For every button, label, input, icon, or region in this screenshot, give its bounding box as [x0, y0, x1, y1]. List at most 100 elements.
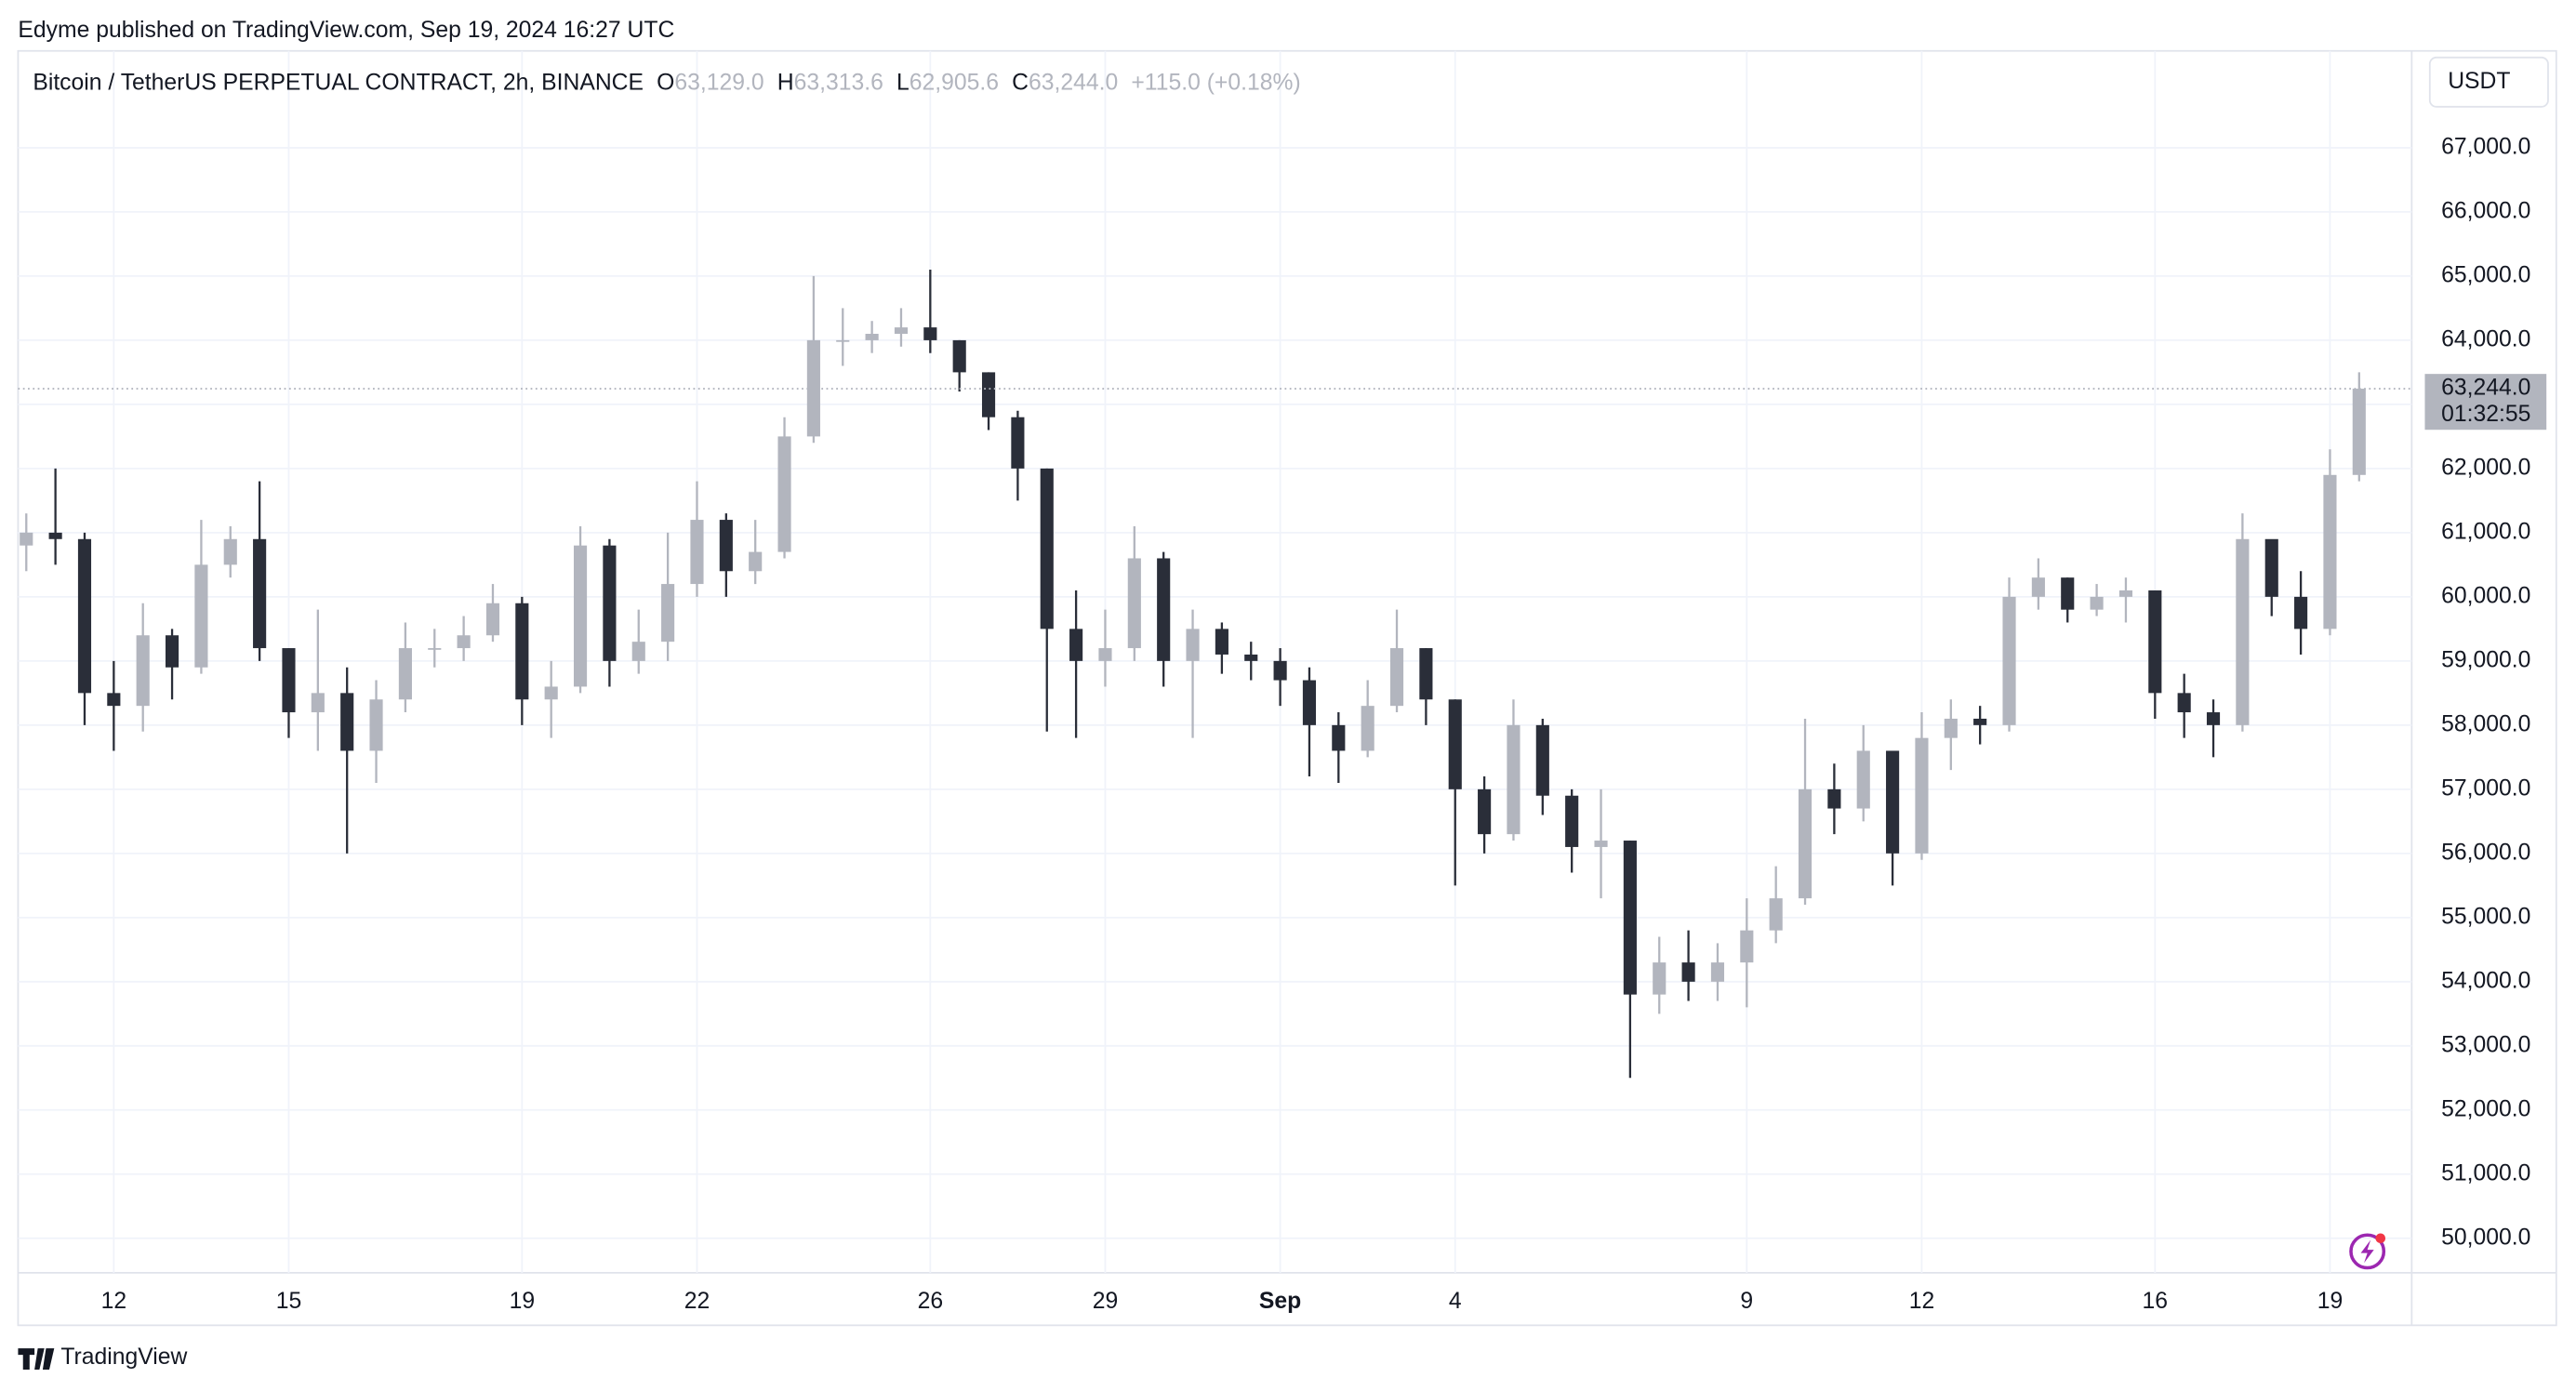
grid	[18, 50, 2412, 1273]
x-tick-label: 22	[684, 1289, 710, 1314]
candle-body	[923, 327, 937, 340]
candle-body	[165, 635, 179, 668]
candle-body	[398, 648, 412, 700]
last-price-label: 63,244.0	[2441, 376, 2530, 401]
logo	[18, 1348, 55, 1371]
candle-body	[1069, 629, 1083, 661]
x-tick-label: 12	[1909, 1289, 1935, 1314]
candle-body	[1740, 930, 1754, 963]
y-tick-label: 60,000.0	[2441, 583, 2530, 608]
candle-body	[1244, 654, 1258, 661]
legend-value: 62,905.6	[910, 71, 999, 96]
candle-body	[2206, 712, 2221, 725]
candle-body	[1507, 724, 1520, 835]
candle-body	[428, 648, 442, 650]
candle-body	[515, 603, 529, 700]
candle-body	[631, 642, 645, 661]
candle-body	[1886, 750, 1900, 854]
candle-body	[48, 532, 62, 539]
candle-body	[573, 545, 588, 687]
candle-body	[1215, 629, 1228, 655]
ohlc-legend: O 63,129.0 H 63,313.6 L 62,905.6 C 63,244.0 +115…	[657, 71, 1301, 96]
legend-key: O	[657, 71, 674, 96]
candle-body	[2061, 577, 2075, 610]
candle-body	[2323, 474, 2337, 629]
candle-body	[981, 372, 996, 417]
y-tick-label: 52,000.0	[2441, 1096, 2530, 1121]
candle-body	[836, 339, 850, 342]
candle-body	[107, 693, 121, 707]
currency[interactable]: USDT	[2448, 69, 2510, 94]
brand: TradingView	[60, 1345, 187, 1370]
legend-key: L	[896, 71, 910, 96]
candle-body	[1944, 718, 1958, 738]
candle-body	[2352, 389, 2366, 475]
candle-body	[1419, 648, 1433, 700]
candle-body	[1798, 788, 1812, 899]
candles	[20, 270, 2366, 1079]
candle-body	[1623, 841, 1637, 995]
x-tick-label: 12	[101, 1289, 127, 1314]
candle-body	[894, 327, 909, 335]
candle-body	[1011, 417, 1025, 469]
candle-body	[2118, 590, 2133, 597]
candle-body	[1389, 648, 1404, 707]
candle-body	[2294, 596, 2308, 629]
candle-body	[1594, 841, 1608, 847]
flash-icon[interactable]	[2349, 1233, 2386, 1270]
y-tick-label: 66,000.0	[2441, 198, 2530, 223]
x-tick-label: 19	[2317, 1289, 2344, 1314]
x-tick-label: 15	[276, 1289, 302, 1314]
candle-body	[77, 538, 92, 694]
publisher: Edyme published on TradingView.com, Sep …	[18, 18, 674, 43]
candle-body	[1856, 750, 1870, 809]
y-tick-label: 65,000.0	[2441, 262, 2530, 287]
candle-body	[485, 603, 500, 636]
candle-body	[1710, 962, 1725, 982]
candle-body	[2090, 596, 2104, 610]
candle-body	[1827, 788, 1841, 809]
legend-key: H	[777, 71, 794, 96]
candle-body	[1535, 724, 1549, 796]
y-tick-label: 55,000.0	[2441, 904, 2530, 929]
candle-body	[311, 693, 325, 713]
chart-title: Bitcoin / TetherUS PERPETUAL CONTRACT, 2…	[33, 71, 644, 96]
legend-change: +115.0 (+0.18%)	[1131, 71, 1300, 96]
y-tick-label: 51,000.0	[2441, 1160, 2530, 1186]
candle-body	[457, 635, 471, 649]
legend-value: 63,313.6	[794, 71, 883, 96]
candle-body	[2002, 596, 2016, 725]
currency-button[interactable]	[2428, 56, 2549, 108]
candle-body	[2236, 538, 2250, 725]
candle-body	[223, 538, 237, 565]
candle-body	[1157, 558, 1171, 661]
candle-body	[952, 339, 966, 373]
candle-body	[1127, 558, 1141, 649]
candle-body	[2177, 693, 2191, 713]
candle-body	[1186, 629, 1200, 661]
candle-body	[1332, 724, 1346, 751]
x-tick-label: 4	[1449, 1289, 1462, 1314]
y-tick-label: 62,000.0	[2441, 455, 2530, 480]
candle-body	[603, 545, 617, 661]
x-tick-label: 16	[2143, 1289, 2169, 1314]
candle-body	[806, 339, 820, 437]
candle-body	[1915, 737, 1929, 854]
candle-body	[253, 538, 267, 649]
x-tick-label: 19	[510, 1289, 536, 1314]
candle-body	[1769, 898, 1783, 931]
candle-body	[661, 584, 675, 643]
legend-value: 63,129.0	[674, 71, 764, 96]
legend-value: 63,244.0	[1029, 71, 1118, 96]
y-tick-label: 59,000.0	[2441, 647, 2530, 672]
last-price-box	[2424, 374, 2547, 431]
candle-body	[1302, 680, 1317, 725]
x-tick-label: 29	[1093, 1289, 1119, 1314]
y-tick-label: 56,000.0	[2441, 840, 2530, 865]
candle-body	[194, 564, 208, 668]
candle-body	[690, 520, 704, 585]
candle-body	[1478, 788, 1492, 835]
legend-key: C	[1012, 71, 1029, 96]
